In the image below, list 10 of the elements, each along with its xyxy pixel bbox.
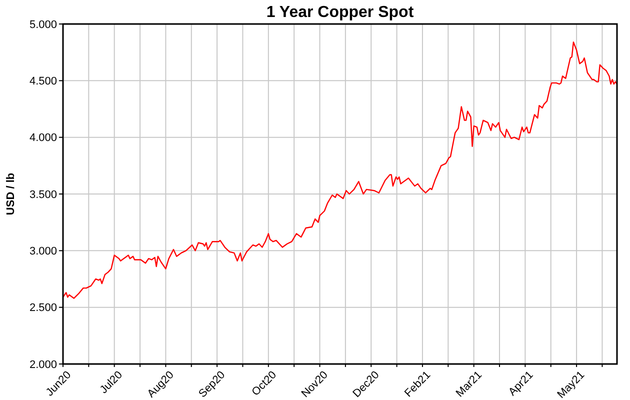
y-tick-label: 2.000 (29, 358, 57, 371)
y-tick-label: 3.500 (29, 188, 57, 201)
y-tick-label: 3.000 (29, 246, 57, 258)
y-tick-label: 4.500 (29, 76, 57, 88)
y-tick-label: 5.000 (29, 18, 57, 31)
y-tick-label: 2.500 (29, 302, 57, 314)
y-axis-title: USD / lb (5, 172, 17, 216)
chart-title: 1 Year Copper Spot (266, 4, 414, 21)
line-series (62, 42, 618, 299)
y-tick-label: 4.000 (29, 132, 57, 144)
